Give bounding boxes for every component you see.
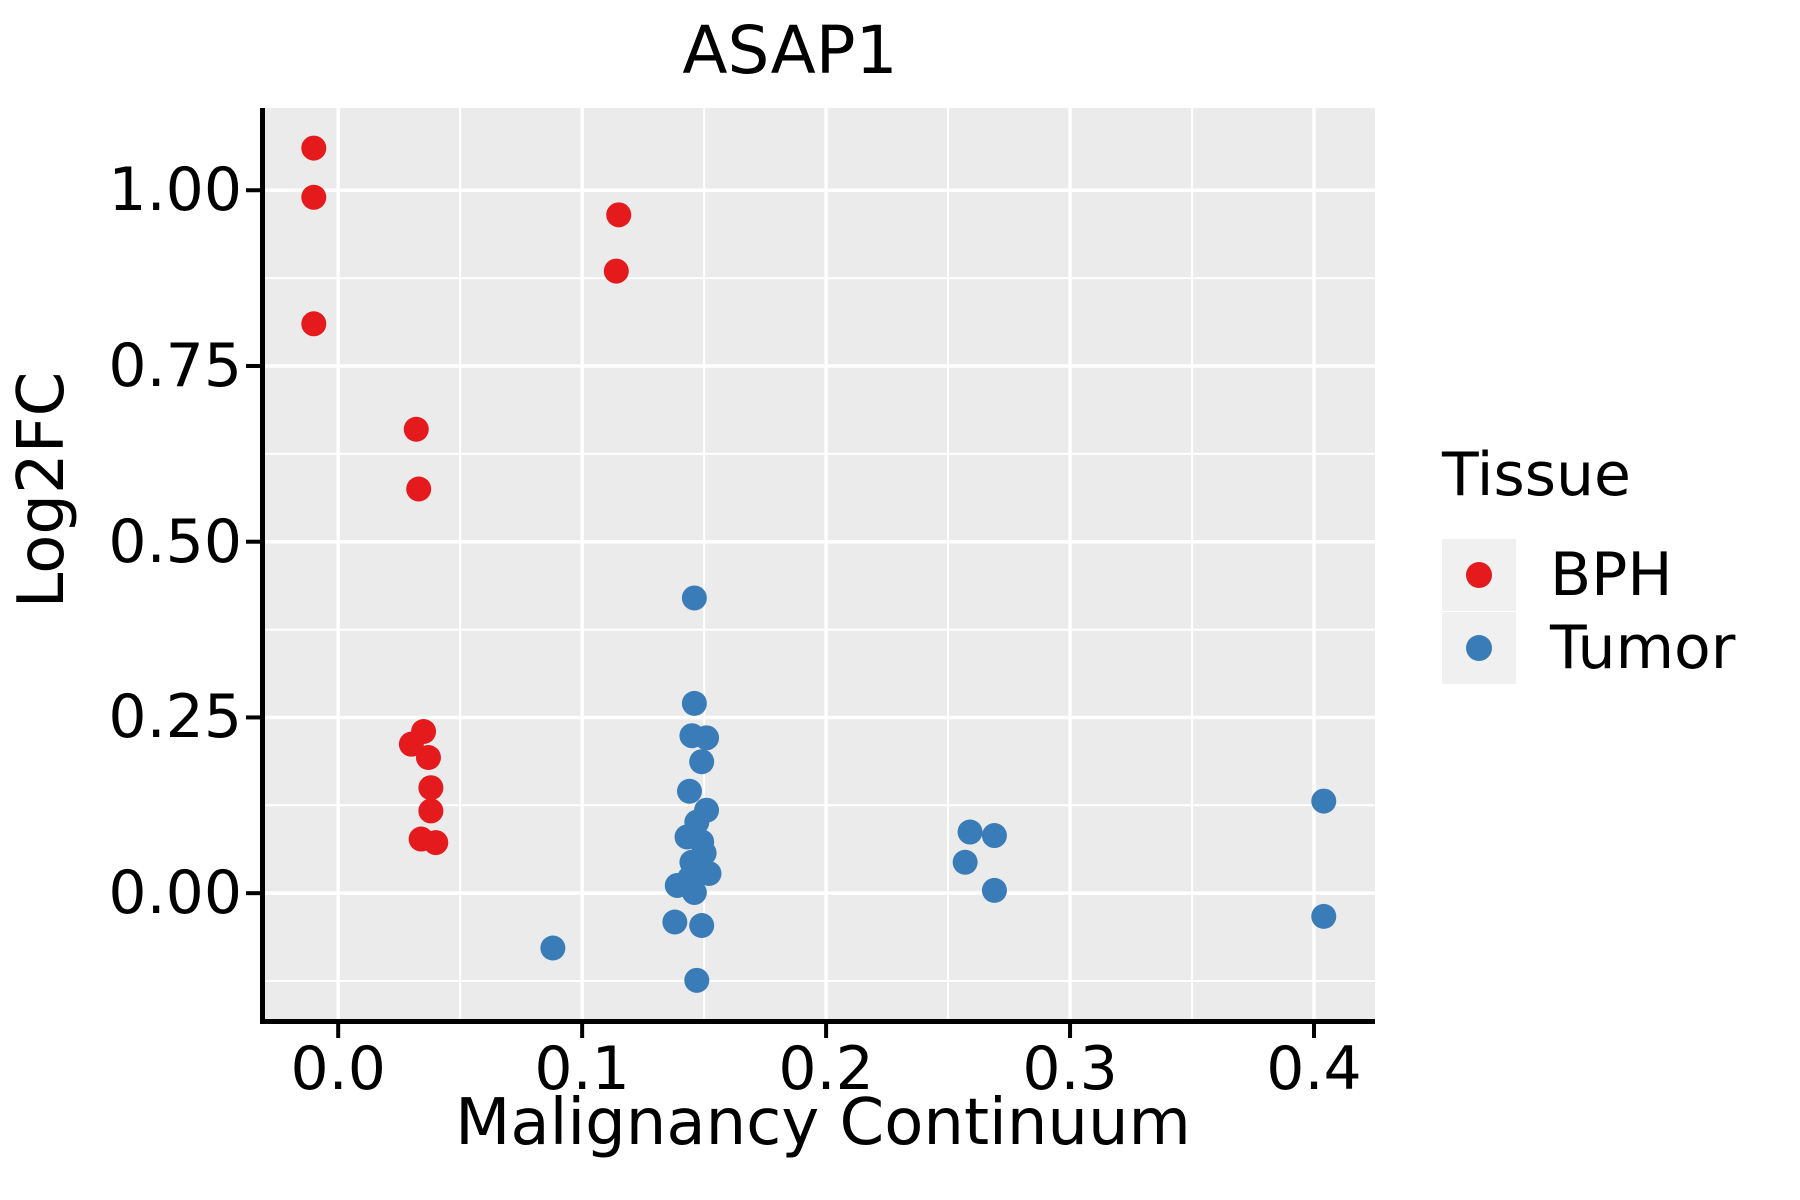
data-point-tumor <box>689 913 715 939</box>
data-point-tumor <box>694 725 720 751</box>
data-point-tumor <box>981 877 1007 903</box>
legend-item-label: BPH <box>1550 539 1673 610</box>
data-point-bph <box>423 830 449 856</box>
plot-title: ASAP1 <box>682 12 898 89</box>
y-tick-mark <box>246 188 260 193</box>
y-tick-label: 0.00 <box>108 858 242 929</box>
legend-dot-icon <box>1466 634 1492 661</box>
x-tick-label: 0.3 <box>1022 1034 1118 1104</box>
data-point-tumor <box>540 935 566 961</box>
data-point-bph <box>301 311 327 337</box>
data-point-tumor <box>1311 903 1337 929</box>
legend-key-box <box>1442 611 1516 684</box>
y-tick-label: 0.75 <box>108 330 242 401</box>
legend-key-box <box>1442 538 1516 611</box>
data-point-tumor <box>676 778 702 804</box>
panel-background <box>265 108 1375 1019</box>
data-point-tumor <box>952 849 978 875</box>
data-point-tumor <box>696 860 722 886</box>
y-tick-label: 0.25 <box>108 682 242 753</box>
x-tick-label: 0.2 <box>778 1034 874 1104</box>
data-point-bph <box>418 798 444 824</box>
x-axis-title: Malignancy Continuum <box>455 1086 1191 1160</box>
data-point-bph <box>603 258 629 284</box>
legend-title: Tissue <box>1442 440 1631 510</box>
data-point-bph <box>301 135 327 161</box>
legend-item-label: Tumor <box>1550 612 1736 683</box>
y-tick-label: 0.50 <box>108 506 242 577</box>
data-point-tumor <box>1311 788 1337 814</box>
y-tick-mark <box>246 363 260 368</box>
y-axis-line <box>260 108 265 1024</box>
x-tick-mark <box>336 1024 341 1038</box>
x-tick-mark <box>580 1024 585 1038</box>
data-point-tumor <box>684 967 710 993</box>
legend-items: BPH Tumor <box>1442 538 1792 684</box>
x-tick-label: 0.1 <box>534 1034 630 1104</box>
data-point-bph <box>403 416 429 442</box>
y-axis-title: Log2FC <box>5 371 79 609</box>
y-tick-mark <box>246 715 260 720</box>
data-point-tumor <box>957 819 983 845</box>
data-point-bph <box>406 476 432 502</box>
data-point-bph <box>301 184 327 210</box>
data-point-bph <box>606 202 632 228</box>
data-point-bph <box>415 745 441 771</box>
legend: Tissue BPH Tumor <box>1442 440 1792 684</box>
data-point-bph <box>418 775 444 801</box>
data-point-bph <box>398 731 424 757</box>
x-tick-mark <box>1312 1024 1317 1038</box>
y-tick-mark <box>246 891 260 896</box>
x-tick-label: 0.0 <box>290 1034 386 1104</box>
y-tick-label: 1.00 <box>108 155 242 226</box>
x-tick-mark <box>1068 1024 1073 1038</box>
x-tick-mark <box>824 1024 829 1038</box>
data-point-tumor <box>981 823 1007 849</box>
data-point-tumor <box>681 585 707 611</box>
legend-item-tumor: Tumor <box>1442 611 1792 684</box>
y-tick-mark <box>246 539 260 544</box>
legend-dot-icon <box>1466 561 1492 588</box>
legend-item-bph: BPH <box>1442 538 1792 611</box>
x-axis-line <box>260 1019 1375 1024</box>
data-point-tumor <box>681 879 707 905</box>
x-tick-label: 0.4 <box>1266 1034 1362 1104</box>
data-point-tumor <box>681 690 707 716</box>
data-point-tumor <box>662 909 688 935</box>
data-point-tumor <box>689 749 715 775</box>
